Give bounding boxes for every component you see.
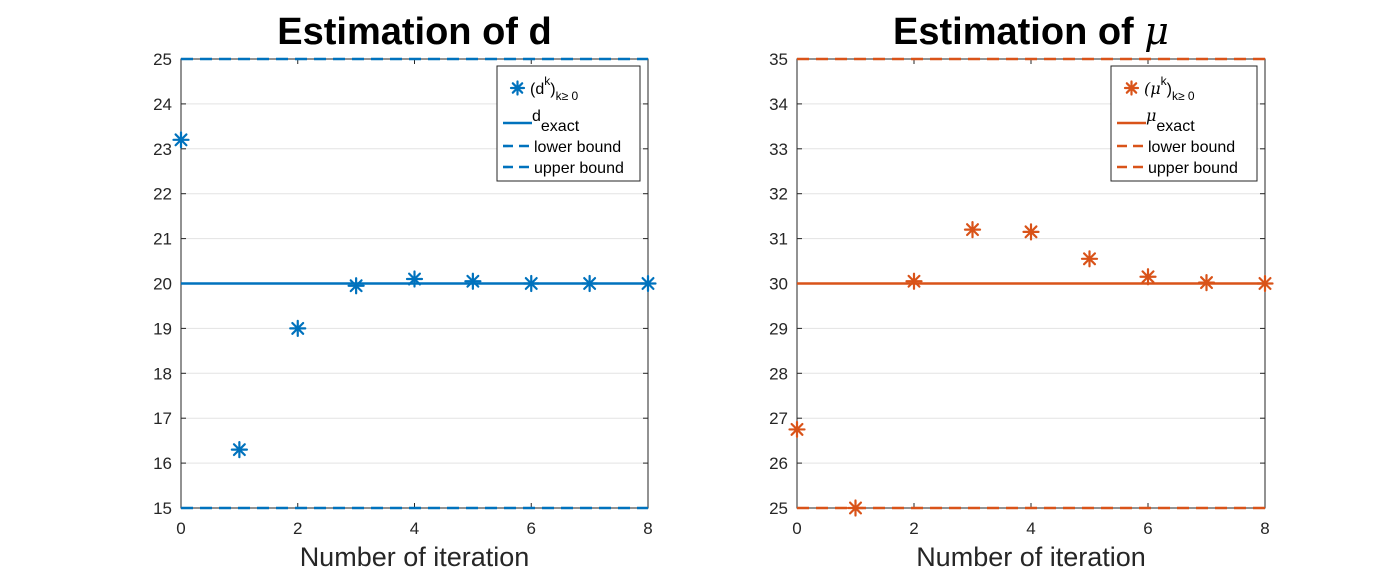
chart-title: Estimation of d <box>277 11 551 53</box>
x-axis-label: Number of iteration <box>916 542 1146 572</box>
data-point <box>405 270 424 288</box>
legend-exact-label: μexact <box>1146 106 1195 135</box>
x-tick-label: 8 <box>643 519 652 538</box>
data-point <box>963 221 982 239</box>
data-point <box>464 272 482 290</box>
y-tick-label: 24 <box>153 95 172 114</box>
legend-marker <box>509 80 526 96</box>
y-tick-label: 27 <box>769 409 788 428</box>
legend-upper-label: upper bound <box>1148 160 1238 177</box>
y-tick-label: 29 <box>769 319 788 338</box>
legend-exact-label: dexact <box>532 108 580 135</box>
data-point <box>1197 274 1216 292</box>
y-tick-label: 26 <box>769 454 788 473</box>
y-tick-label: 31 <box>769 230 788 249</box>
y-tick-label: 17 <box>153 409 172 428</box>
x-tick-label: 8 <box>1260 519 1269 538</box>
legend: (μk)k≥ 0 μexact lower bound upper bound <box>1110 65 1258 182</box>
y-tick-label: 19 <box>153 319 172 338</box>
x-tick-label: 4 <box>1026 519 1035 538</box>
x-tick-label: 2 <box>909 519 918 538</box>
data-point <box>172 131 190 149</box>
x-tick-label: 6 <box>1143 519 1152 538</box>
x-tick-label: 6 <box>527 519 536 538</box>
legend-lower-label: lower bound <box>1148 139 1235 156</box>
legend-series-label: (μk)k≥ 0 <box>1144 74 1195 103</box>
legend-lower-label: lower bound <box>534 139 621 156</box>
y-tick-label: 20 <box>153 275 172 294</box>
y-tick-label: 15 <box>153 499 172 518</box>
chart-title: Estimation of μ <box>893 9 1169 53</box>
y-tick-label: 21 <box>153 230 172 249</box>
data-point <box>289 319 307 337</box>
data-point <box>347 277 365 295</box>
y-tick-label: 22 <box>153 185 172 204</box>
data-point <box>905 272 923 290</box>
chart-panel-2: 25 26 27 28 29 30 31 32 33 34 35 0 2 4 6 8 Estimation of… <box>769 9 1274 572</box>
y-tick-label: 25 <box>769 499 788 518</box>
legend-series-label: (dk)k≥ 0 <box>530 74 578 103</box>
data-point <box>1080 250 1099 268</box>
data-point <box>639 274 657 293</box>
y-tick-label: 32 <box>769 185 788 204</box>
y-tick-label: 28 <box>769 364 788 383</box>
y-tick-label: 30 <box>769 275 788 294</box>
x-tick-label: 2 <box>293 519 302 538</box>
legend-marker <box>1123 80 1140 96</box>
x-axis-label: Number of iteration <box>300 542 530 572</box>
data-point <box>846 499 865 517</box>
x-tick-label: 0 <box>792 519 801 538</box>
y-tick-label: 33 <box>769 140 788 159</box>
data-point <box>1256 274 1274 293</box>
data-point <box>522 274 540 293</box>
data-point <box>230 441 248 459</box>
data-point <box>1022 223 1040 241</box>
data-point <box>788 420 806 439</box>
y-tick-label: 23 <box>153 140 172 159</box>
y-tick-label: 34 <box>769 95 788 114</box>
y-tick-label: 25 <box>153 50 172 69</box>
legend: (dk)k≥ 0 dexact lower bound upper bound <box>496 65 641 182</box>
y-tick-label: 18 <box>153 364 172 383</box>
legend-upper-label: upper bound <box>534 160 624 177</box>
x-tick-label: 0 <box>176 519 185 538</box>
data-point <box>1139 268 1157 286</box>
x-tick-label: 4 <box>410 519 419 538</box>
y-tick-label: 35 <box>769 50 788 69</box>
data-point <box>581 274 599 293</box>
y-tick-label: 16 <box>153 454 172 473</box>
